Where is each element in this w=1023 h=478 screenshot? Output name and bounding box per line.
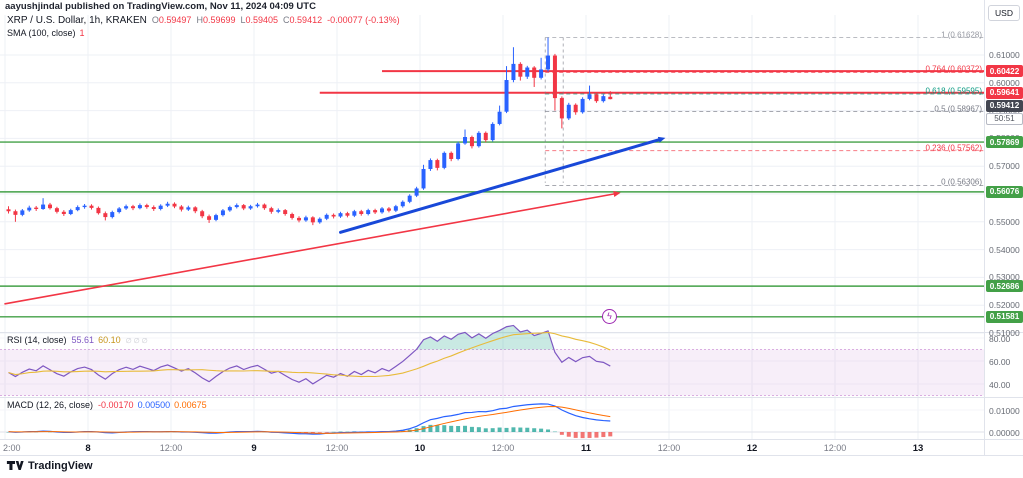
time-label: 12:00 <box>159 443 183 453</box>
symbol-title[interactable]: XRP / U.S. Dollar, 1h, KRAKEN <box>7 15 147 26</box>
ohlc-values: O0.59497 H0.59699 L0.59405 C0.59412 <box>151 15 323 25</box>
time-label: 12:00 <box>657 443 681 453</box>
macd-scale-label: 0.00000 <box>989 427 1020 438</box>
tradingview-brand[interactable]: TradingView <box>28 459 93 472</box>
rsi-legend[interactable]: RSI (14, close) 55.61 60.10 ∅ ∅ ∅ <box>7 335 148 345</box>
price-tick-label: 0.55000 <box>989 216 1020 227</box>
fib-level-label: 1 (0.61628) <box>941 30 982 40</box>
price-badge-last-price: 0.59412 <box>986 99 1023 112</box>
fib-level-label: 0 (0.56306) <box>941 177 982 187</box>
tradingview-logo-icon[interactable] <box>6 459 24 472</box>
rsi-value: 55.61 <box>71 335 95 345</box>
fib-level-label: 0.5 (0.58967) <box>934 104 982 114</box>
footer: TradingView <box>6 459 93 472</box>
macd-legend[interactable]: MACD (12, 26, close) -0.00170 0.00500 0.006… <box>7 400 207 410</box>
sma-legend[interactable]: SMA (100, close) 1 <box>7 28 85 38</box>
rsi-scale-label: 80.00 <box>989 333 1011 344</box>
time-label: 9 <box>251 443 257 454</box>
price-tick-label: 0.54000 <box>989 244 1020 255</box>
time-label: 2:00 <box>3 443 21 453</box>
time-label: 13 <box>912 443 924 454</box>
price-tick-label: 0.52000 <box>989 300 1020 311</box>
time-label: 12 <box>746 443 758 454</box>
price-tick-label: 0.60000 <box>989 77 1020 88</box>
price-tick-label: 0.53000 <box>989 272 1020 283</box>
rsi-legend-label: RSI (14, close) <box>7 335 67 345</box>
rsi-ma-value: 60.10 <box>98 335 121 345</box>
price-badge-support: 0.56076 <box>986 185 1023 198</box>
time-label: 8 <box>85 443 91 454</box>
macd-signal-value: 0.00675 <box>174 400 207 410</box>
fib-level-label: 0.236 (0.57562) <box>925 143 983 153</box>
price-badge-support: 0.51581 <box>986 310 1023 323</box>
time-label: 10 <box>414 443 426 454</box>
price-tick-label: 0.57000 <box>989 161 1020 172</box>
time-label: 12:00 <box>491 443 515 453</box>
rsi-hidden-plots: ∅ ∅ ∅ <box>125 338 148 345</box>
macd-scale-label: 0.01000 <box>989 405 1020 416</box>
change-value: -0.00077 (-0.13%) <box>327 15 400 25</box>
time-label: 12:00 <box>325 443 349 453</box>
price-tick-label: 0.51000 <box>989 328 1020 338</box>
price-badge-resistance: 0.59641 <box>986 86 1023 99</box>
fib-level-label: 0.618 (0.59595) <box>925 86 983 96</box>
event-lightning-icon[interactable]: ϟ <box>602 309 617 324</box>
macd-line-value: 0.00500 <box>137 400 171 410</box>
rsi-scale-label: 60.00 <box>989 356 1011 367</box>
price-badge-support: 0.52686 <box>986 280 1023 293</box>
macd-hist-value: -0.00170 <box>98 400 134 410</box>
price-tick-label: 0.61000 <box>989 50 1020 60</box>
fib-level-label: 0.764 (0.60372) <box>925 64 983 74</box>
time-label: 12:00 <box>823 443 847 453</box>
sma-legend-value: 1 <box>79 28 85 38</box>
currency-toggle-button[interactable]: USD <box>988 5 1020 21</box>
macd-legend-label: MACD (12, 26, close) <box>7 400 94 410</box>
sma-legend-label: SMA (100, close) <box>7 28 76 38</box>
attribution: aayushjindal published on TradingView.co… <box>5 1 316 12</box>
price-badge-resistance: 0.60422 <box>986 65 1023 78</box>
price-badge-countdown: 50:51 <box>986 112 1023 125</box>
price-badge-support: 0.57869 <box>986 136 1023 149</box>
chart-canvas[interactable] <box>0 0 1023 456</box>
rsi-scale-label: 40.00 <box>989 379 1011 390</box>
symbol-legend: XRP / U.S. Dollar, 1h, KRAKEN O0.59497 H0.… <box>7 15 400 26</box>
time-label: 11 <box>580 443 592 454</box>
